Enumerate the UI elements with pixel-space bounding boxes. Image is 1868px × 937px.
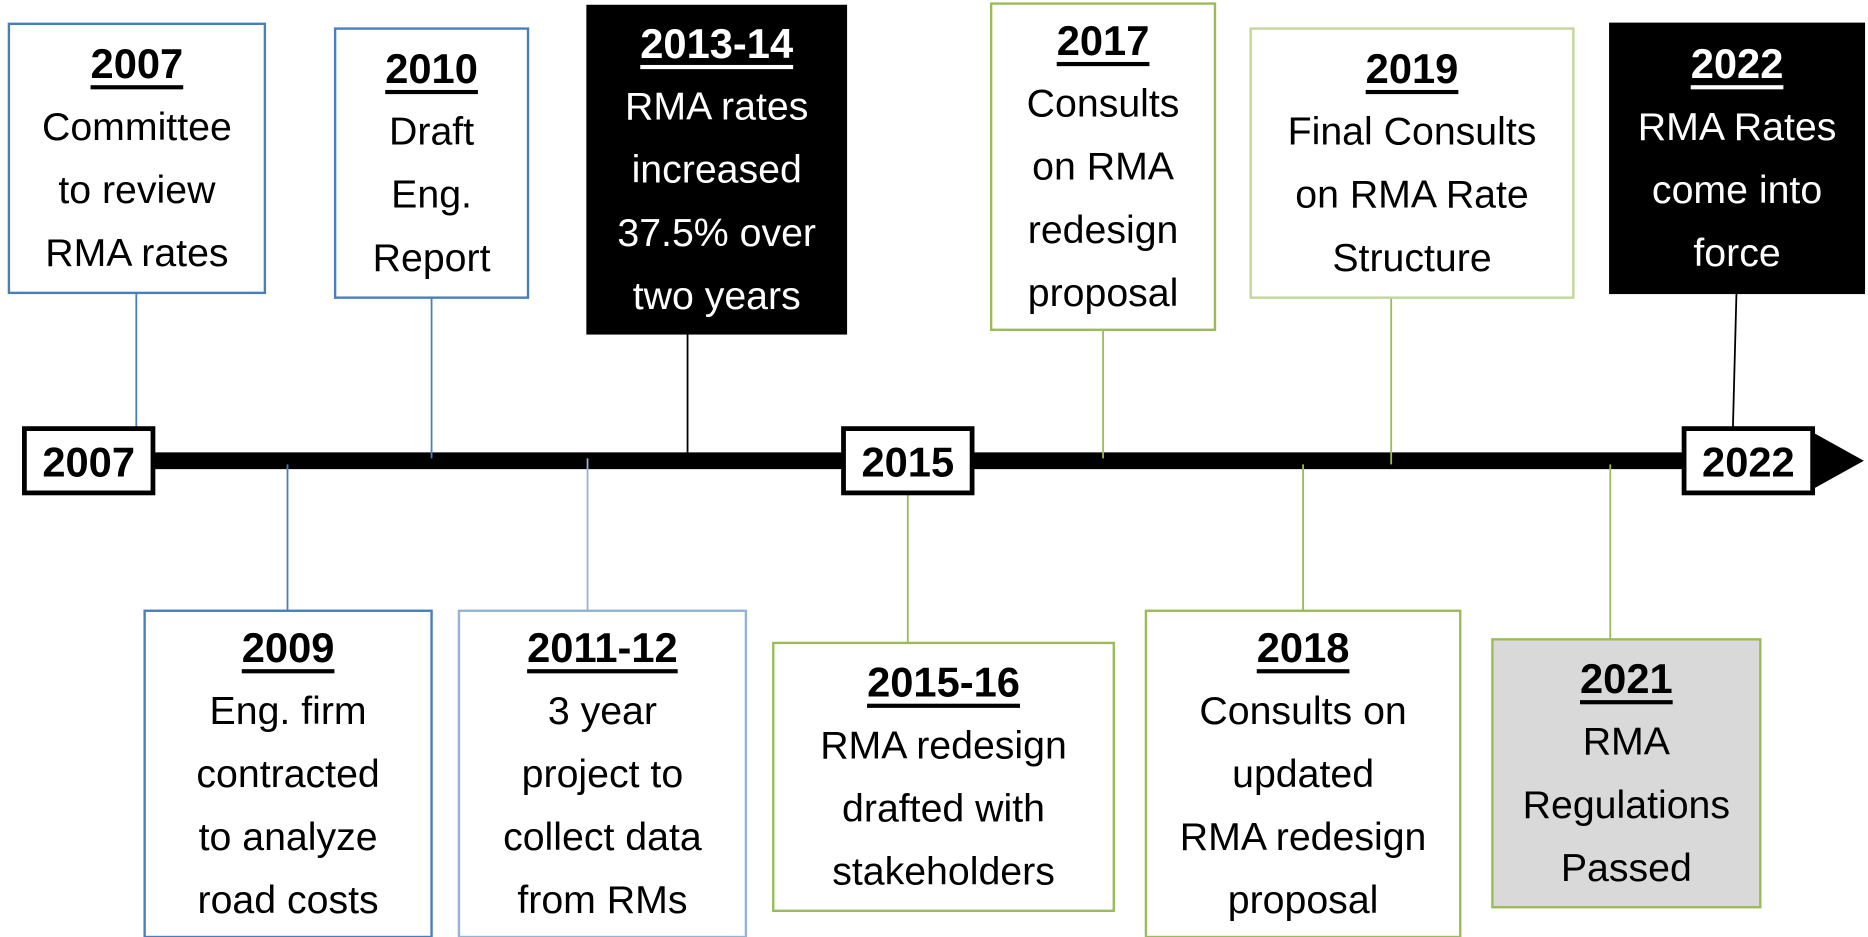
event-text: proposal — [1028, 271, 1179, 315]
event-box — [457, 609, 748, 937]
event-box — [586, 4, 848, 335]
event-text: redesign — [1028, 208, 1179, 252]
event-text: RMA redesign — [820, 723, 1067, 767]
event-text: come into — [1652, 168, 1822, 212]
event-text: RMA Rates — [1638, 105, 1837, 149]
event-text: road costs — [198, 878, 379, 922]
event-text: project to — [522, 752, 684, 796]
event-box — [1491, 638, 1762, 909]
event-year: 2009 — [242, 624, 335, 671]
event-box — [1609, 22, 1866, 295]
event-text: RMA rates — [45, 231, 228, 275]
event-text: on RMA Rate — [1295, 173, 1529, 217]
event-year: 2017 — [1057, 17, 1150, 64]
event-text: RMA redesign — [1180, 815, 1427, 859]
event-text: stakeholders — [832, 850, 1055, 894]
event-box — [772, 641, 1115, 912]
event-text: Consults — [1027, 82, 1180, 126]
event-text: Draft — [389, 110, 474, 154]
event-year: 2013-14 — [640, 20, 793, 67]
event-box — [1144, 609, 1462, 937]
event-text: drafted with — [842, 786, 1045, 830]
event-text: Consults on — [1199, 689, 1406, 733]
event-year: 2011-12 — [527, 624, 678, 671]
event-text: proposal — [1228, 878, 1379, 922]
event-year: 2015-16 — [867, 659, 1020, 706]
event-text: Regulations — [1523, 783, 1730, 827]
event-text: to analyze — [199, 815, 378, 859]
axis-label-box — [1681, 426, 1816, 496]
event-box — [1249, 27, 1575, 299]
event-text: from RMs — [517, 878, 687, 922]
event-text: on RMA — [1032, 145, 1175, 189]
event-text: Passed — [1561, 846, 1692, 890]
event-text: Report — [373, 236, 491, 280]
event-text: collect data — [503, 815, 702, 859]
event-text: two years — [633, 274, 801, 318]
event-text: updated — [1232, 752, 1374, 796]
event-box — [143, 609, 433, 937]
event-text: increased — [632, 148, 802, 192]
event-text: 37.5% over — [617, 211, 816, 255]
event-year: 2007 — [91, 40, 184, 87]
event-year: 2018 — [1257, 624, 1350, 671]
connector — [1731, 292, 1738, 429]
event-text: 3 year — [548, 689, 657, 733]
event-text: RMA — [1583, 720, 1671, 764]
axis-label: 2022 — [1702, 438, 1795, 485]
event-text: Eng. — [391, 173, 472, 217]
event-text: Committee — [42, 105, 232, 149]
event-text: contracted — [196, 752, 379, 796]
event-year: 2010 — [385, 45, 478, 92]
event-box — [333, 27, 530, 299]
event-text: to review — [58, 168, 216, 212]
axis-label: 2015 — [861, 438, 954, 485]
event-text: Final Consults — [1288, 110, 1537, 154]
event-text: Eng. firm — [210, 689, 367, 733]
event-year: 2019 — [1366, 45, 1459, 92]
event-text: RMA rates — [625, 85, 808, 129]
event-box — [989, 2, 1217, 331]
axis-label-box — [841, 426, 975, 496]
event-year: 2022 — [1691, 40, 1784, 87]
event-year: 2021 — [1580, 655, 1673, 702]
event-text: Structure — [1332, 236, 1491, 280]
event-text: force — [1693, 231, 1780, 275]
event-box — [7, 22, 267, 295]
axis-arrow — [1810, 430, 1864, 491]
axis-label-box — [22, 426, 156, 496]
axis-label: 2007 — [42, 438, 135, 485]
